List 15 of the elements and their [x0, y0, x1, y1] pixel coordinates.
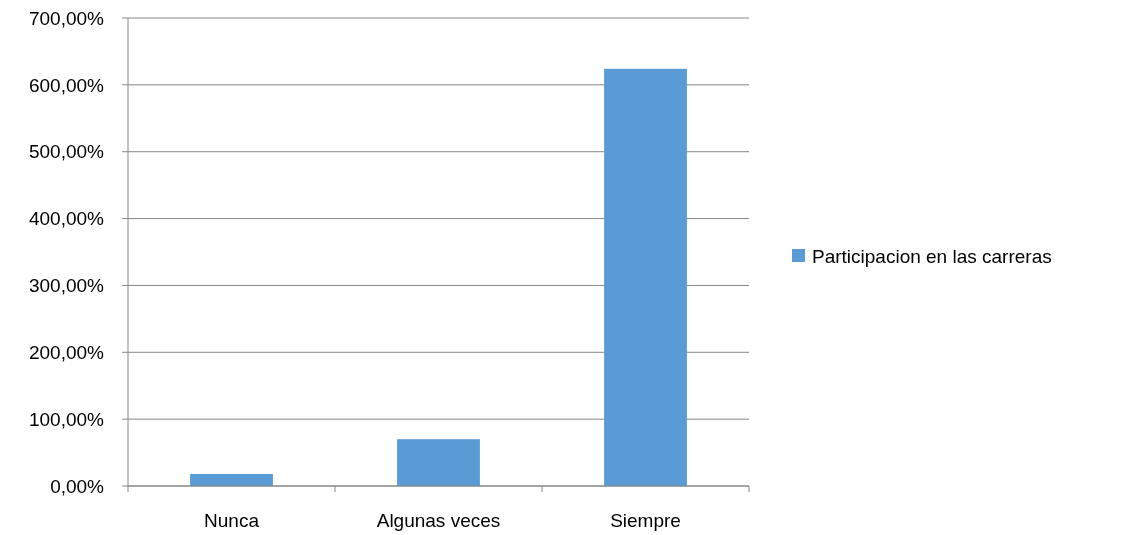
- y-tick-label: 200,00%: [28, 341, 105, 363]
- legend-label: Participacion en las carreras: [812, 245, 1052, 267]
- y-tick-label: 700,00%: [28, 7, 105, 29]
- y-tick-label: 0,00%: [50, 475, 105, 497]
- x-tick-label: Siempre: [610, 510, 681, 531]
- x-tick-label: Nunca: [204, 510, 260, 531]
- bar: [604, 68, 687, 486]
- y-tick-label: 400,00%: [28, 208, 105, 230]
- y-tick-label: 600,00%: [28, 74, 105, 96]
- y-tick-label: 300,00%: [28, 275, 105, 297]
- bar: [190, 473, 273, 486]
- x-tick-label: Algunas veces: [376, 510, 501, 531]
- y-tick-label: 100,00%: [28, 408, 105, 430]
- y-tick-label: 500,00%: [28, 141, 105, 163]
- bar: [397, 439, 480, 486]
